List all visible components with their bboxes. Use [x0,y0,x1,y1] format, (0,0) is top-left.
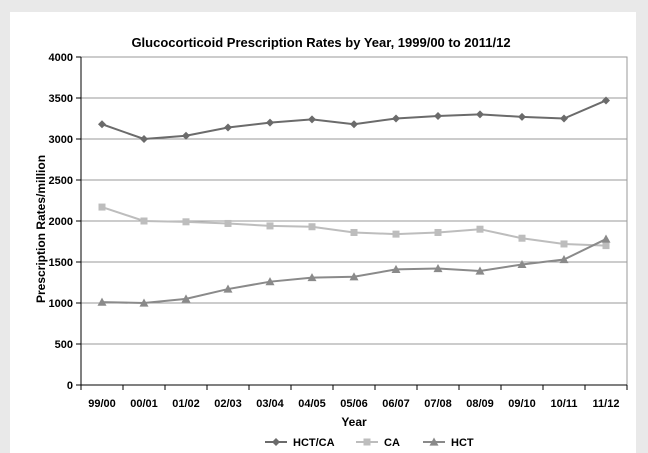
legend-label-hct-ca: HCT/CA [293,437,335,449]
data-point-ca [518,234,526,242]
data-point-hct-ca [266,118,274,127]
data-point-ca [392,230,400,238]
axes [76,56,628,390]
data-point-hct [433,264,443,273]
data-point-ca [224,219,232,227]
data-point-ca [434,228,442,236]
data-point-hct [265,277,275,286]
legend-item-hct-ca: HCT/CA [265,437,335,449]
data-point-hct [139,298,149,307]
x-tick-label: 05/06 [340,398,368,410]
data-point-hct-ca [98,120,106,129]
line-chart: Glucocorticoid Prescription Rates by Yea… [34,35,628,449]
y-tick-label: 0 [67,380,73,392]
x-tick-label: 09/10 [508,398,536,410]
y-tick-label: 3500 [49,93,73,105]
legend-label-ca: CA [384,437,400,449]
x-tick-label: 11/12 [593,398,620,410]
data-point-ca [266,222,274,230]
x-tick-label: 10/11 [551,398,578,410]
data-point-hct [97,297,107,306]
data-point-hct-ca [140,135,148,143]
x-tick-labels: 99/00 00/01 01/02 02/03 03/04 04/05 05/06 06/07… [88,398,619,410]
y-tick-label: 1000 [49,298,73,310]
data-point-hct-ca [392,114,400,123]
y-tick-label: 2000 [49,216,73,228]
y-tick-labels: 0 500 1000 1500 2000 2500 3000 3500 4000 [49,52,73,392]
data-point-hct [601,234,611,243]
data-point-ca [98,203,106,211]
chart-title: Glucocorticoid Prescription Rates by Yea… [131,35,510,50]
data-point-hct-ca [476,110,484,119]
legend-marker-hct-ca [272,438,280,446]
x-tick-label: 00/01 [130,398,158,410]
y-axis-title: Prescription Rates/million [34,155,48,303]
data-point-hct [517,259,527,269]
data-point-hct [181,294,191,303]
x-tick-label: 07/08 [424,398,452,410]
legend-label-hct: HCT [451,437,474,449]
data-point-hct-ca [224,123,232,132]
data-point-hct-ca [560,114,568,123]
x-tick-label: 02/03 [214,398,242,410]
data-point-ca [308,223,316,231]
chart-panel: Glucocorticoid Prescription Rates by Yea… [10,12,636,453]
data-point-hct [559,255,569,264]
x-tick-label: 06/07 [382,398,410,410]
legend-marker-hct [429,437,439,446]
series-line-hct [101,238,607,305]
data-point-hct [391,264,401,273]
data-point-hct-ca [434,112,442,121]
data-point-ca [140,217,148,225]
x-axis-title: Year [341,415,367,429]
y-tick-label: 1500 [49,257,73,269]
data-point-ca [560,240,568,248]
legend: HCT/CA CA HCT [265,437,474,449]
series-hct-ca [98,96,610,143]
x-tick-label: 01/02 [172,398,200,410]
y-tick-label: 4000 [49,52,73,64]
series-ca [98,203,610,250]
data-point-hct-ca [518,112,526,121]
data-point-hct [475,266,485,275]
data-point-hct-ca [308,115,316,124]
x-tick-label: 08/09 [466,398,494,410]
series-group [97,96,611,307]
series-line-ca [101,206,607,247]
y-tick-label: 3000 [49,134,73,146]
data-point-hct [349,272,359,281]
y-tick-label: 500 [55,339,73,351]
data-point-hct [307,273,317,282]
data-point-ca [476,225,484,233]
data-point-hct-ca [350,120,358,129]
legend-marker-ca [363,438,371,446]
series-hct [97,234,611,307]
y-tick-label: 2500 [49,175,73,187]
legend-item-ca: CA [356,437,400,449]
x-tick-label: 03/04 [256,398,284,410]
data-point-hct-ca [182,131,190,140]
x-tick-label: 99/00 [88,398,116,410]
x-tick-label: 04/05 [298,398,326,410]
data-point-ca [602,242,610,250]
data-point-ca [350,228,358,236]
legend-item-hct: HCT [423,437,474,449]
series-line-hct-ca [101,99,607,141]
data-point-hct-ca [602,96,610,105]
data-point-hct [223,284,233,293]
data-point-ca [182,218,190,226]
